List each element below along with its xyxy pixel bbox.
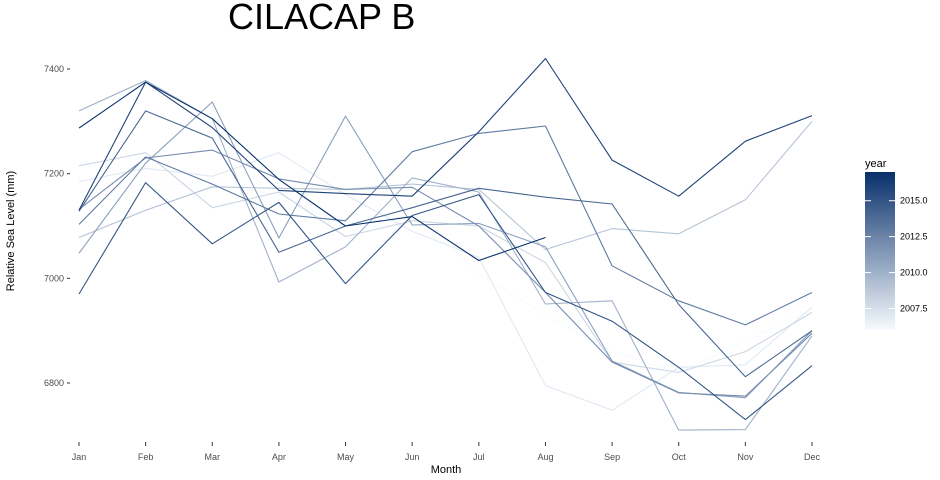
series-line-2013 — [78, 125, 813, 326]
x-tick-label: Dec — [804, 452, 821, 462]
series-line-2008 — [78, 152, 813, 374]
x-tick-label: May — [337, 452, 355, 462]
x-tick-label: Aug — [537, 452, 553, 462]
y-tick-label: 7200 — [44, 169, 64, 179]
x-tick-label: Sep — [604, 452, 620, 462]
series-line-2014 — [78, 110, 813, 378]
series-line-2012 — [78, 149, 813, 397]
x-tick-label: Oct — [672, 452, 687, 462]
series-line-2016 — [78, 57, 813, 211]
series-line-2010 — [78, 79, 813, 431]
x-tick-label: Feb — [138, 452, 154, 462]
series-line-2011 — [78, 101, 813, 399]
x-tick-label: Apr — [272, 452, 286, 462]
x-axis-title: Month — [431, 464, 462, 476]
series-lines — [78, 57, 813, 431]
legend-colorbar — [865, 172, 895, 330]
x-axis: Jan Feb Mar Apr May Jun Jul Aug Sep Oct Nov Dec — [72, 442, 821, 462]
series-line-2015 — [78, 182, 813, 421]
y-tick-label: 6800 — [44, 378, 64, 388]
legend-tick-label: 2012.5 — [900, 232, 928, 242]
x-tick-label: Jan — [72, 452, 87, 462]
series-line-2009 — [78, 120, 813, 251]
legend-tick-label: 2010.0 — [900, 268, 928, 278]
legend-title: year — [865, 158, 887, 170]
chart-title: CILACAP B — [228, 0, 416, 37]
color-legend: year 2007.5 2010.0 2012.5 2015.0 — [865, 158, 928, 330]
legend-tick-label: 2015.0 — [900, 196, 928, 206]
y-tick-label: 7400 — [44, 64, 64, 74]
y-tick-label: 7000 — [44, 273, 64, 283]
series-line-2007 — [78, 152, 813, 411]
x-tick-label: Jun — [405, 452, 420, 462]
legend-tick-label: 2007.5 — [900, 303, 928, 313]
x-tick-label: Mar — [205, 452, 221, 462]
legend-ticks: 2007.5 2010.0 2012.5 2015.0 — [865, 196, 928, 313]
series-line-2006 — [78, 183, 813, 374]
y-axis-title: Relative Sea Level (mm) — [5, 171, 17, 291]
series-line-2017 — [78, 81, 546, 262]
x-tick-label: Jul — [473, 452, 485, 462]
y-axis: 6800 7000 7200 7400 — [44, 64, 70, 388]
x-tick-label: Nov — [737, 452, 754, 462]
